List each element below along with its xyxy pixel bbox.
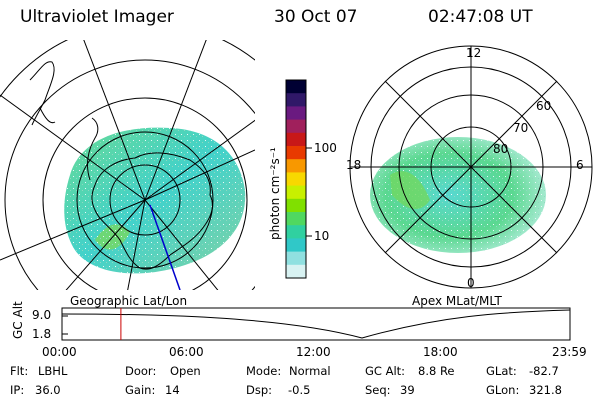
flt-label: Flt: [10,364,29,378]
colorbar-stripe [286,80,306,94]
altitude-xtick-0: 00:00 [42,345,77,359]
ip-value: 36.0 [35,383,61,397]
dsp-value: -0.5 [288,383,311,397]
colorbar-tick-100: 100 [314,141,337,155]
date-label: 30 Oct 07 [274,7,358,27]
left-panel-caption: Geographic Lat/Lon [70,294,188,308]
colorbar-stripe [286,251,306,266]
altitude-ylabel: GC Alt [11,301,25,339]
gain-value: 14 [165,383,180,397]
altitude-xtick-4: 23:59 [552,345,587,359]
colorbar-stripe [286,225,306,239]
mlt-label-18: 18 [346,158,362,172]
colorbar-tick-10: 10 [314,229,330,243]
mlt-label-12: 12 [466,46,482,60]
colorbar-stripe [286,185,306,200]
colorbar-stripe [286,212,306,226]
glat-value: -82.7 [529,364,559,378]
altitude-xtick-1: 06:00 [169,345,204,359]
colorbar-stripe [286,93,306,107]
mlt-label-6: 6 [576,158,584,172]
altitude-xtick-3: 18:00 [423,345,458,359]
colorbar-stripe [286,106,306,121]
colorbar-stripe [286,146,306,160]
altitude-ytick-high: 9.0 [32,308,52,322]
seq-label: Seq: [365,383,391,397]
glon-label: GLon: [486,383,520,397]
gcalt-label: GC Alt: [365,364,406,378]
gcalt-value: 8.8 Re [418,364,455,378]
right-panel-caption: Apex MLat/MLT [412,294,502,308]
colorbar-stripe [286,172,306,187]
gain-label: Gain: [125,383,156,397]
mlat-label-60: 60 [536,99,552,113]
ip-label: IP: [10,383,25,397]
geographic-map [0,40,255,290]
altitude-xtick-2: 12:00 [296,345,331,359]
colorbar-unit: photon cm⁻²s⁻¹ [268,147,282,240]
glat-label: GLat: [486,364,517,378]
mode-value: Normal [289,364,331,378]
door-value: Open [170,364,201,378]
flt-value: LBHL [38,364,68,378]
door-label: Door: [125,364,157,378]
altitude-ytick-low: 1.8 [32,327,52,341]
seq-value: 39 [400,383,415,397]
colorbar-stripe [286,159,306,173]
magnetic-map [349,45,593,289]
app-title: Ultraviolet Imager [20,7,174,27]
mode-label: Mode: [246,364,282,378]
colorbar-stripe [286,238,306,253]
colorbar-stripe [286,132,306,147]
time-label: 02:47:08 UT [428,7,533,27]
mlat-label-70: 70 [513,121,529,135]
mlt-label-0: 0 [467,276,475,290]
colorbar-stripe [286,264,306,279]
mlat-label-80: 80 [493,142,509,156]
nadir-track [149,204,181,290]
dsp-label: Dsp: [246,383,273,397]
colorbar-stripe [286,198,306,213]
altitude-curve [61,309,571,339]
glon-value: 321.8 [529,383,562,397]
continent-outline [91,152,213,270]
altitude-plot [61,307,571,341]
colorbar-stripe [286,119,306,134]
colorbar [286,80,306,279]
